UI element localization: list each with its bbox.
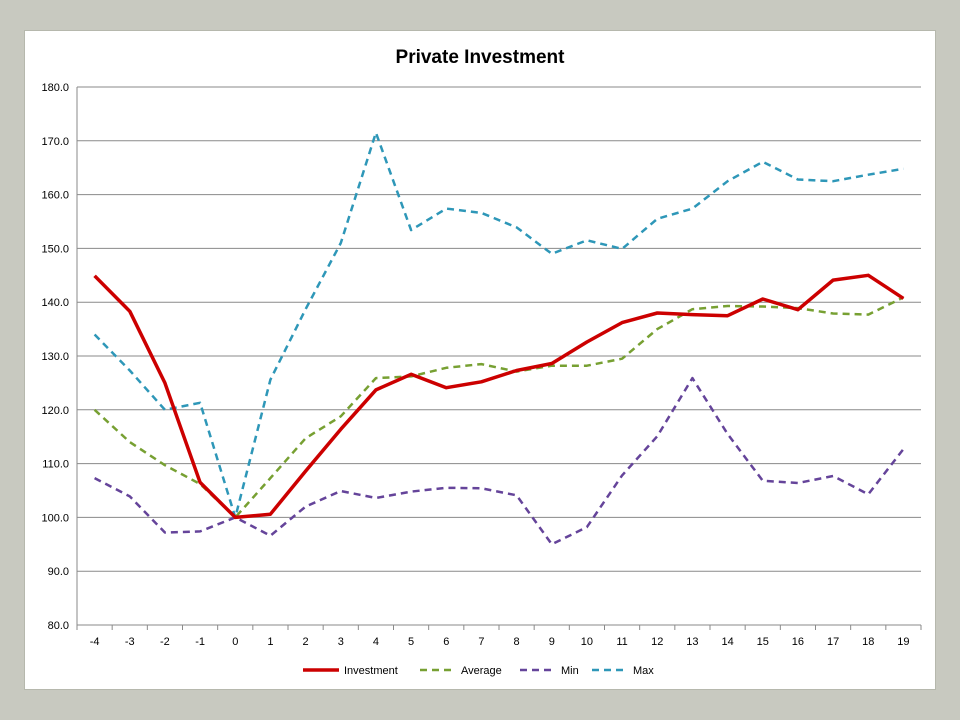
x-tick-label: 4 <box>373 636 379 648</box>
y-tick-label: 100.0 <box>41 512 69 524</box>
x-tick-label: 12 <box>651 636 663 648</box>
series-lines <box>93 131 905 546</box>
x-tick-label: 3 <box>338 636 344 648</box>
x-tick-label: 15 <box>757 636 769 648</box>
legend-label-investment: Investment <box>344 665 398 677</box>
y-tick-label: 160.0 <box>41 190 69 202</box>
y-tick-label: 140.0 <box>41 297 69 309</box>
series-line-investment <box>93 273 905 520</box>
y-tick-label: 130.0 <box>41 351 69 363</box>
y-tick-label: 80.0 <box>48 620 69 632</box>
x-tick-label: 0 <box>232 636 238 648</box>
x-tick-label: 17 <box>827 636 839 648</box>
y-tick-label: 170.0 <box>41 136 69 148</box>
y-tick-label: 120.0 <box>41 405 69 417</box>
x-tick-label: 11 <box>616 636 627 648</box>
y-tick-label: 110.0 <box>42 459 69 471</box>
legend-label-max: Max <box>633 665 654 677</box>
x-tick-label: 18 <box>862 636 874 648</box>
chart-title: Private Investment <box>396 47 566 68</box>
x-tick-label: 8 <box>514 636 520 648</box>
series-line-min <box>94 376 905 546</box>
chart-frame: Private Investment 80.0 90.0 100.0 110.0 120… <box>24 30 936 690</box>
x-tick-label: -4 <box>90 636 100 648</box>
x-tick-label: 14 <box>721 636 733 648</box>
x-tick-label: 13 <box>686 636 698 648</box>
x-tick-label: 10 <box>581 636 593 648</box>
x-tick-label: 5 <box>408 636 414 648</box>
y-tick-label: 180.0 <box>41 82 69 94</box>
series-line-average <box>93 296 904 519</box>
x-tick-label: 1 <box>267 636 273 648</box>
y-tick-label: 90.0 <box>48 566 69 578</box>
x-tick-label: 6 <box>443 636 449 648</box>
series-line-max <box>93 131 904 519</box>
axes: 80.090.0100.0110.0120.0130.0140.0150.016… <box>41 82 922 648</box>
y-tick-label: 150.0 <box>41 243 69 255</box>
x-tick-label: 2 <box>303 636 309 648</box>
x-tick-label: -3 <box>125 636 135 648</box>
x-tick-label: 7 <box>478 636 484 648</box>
legend: Investment Average Min Max <box>303 665 654 677</box>
x-tick-label: 16 <box>792 636 804 648</box>
x-tick-label: 9 <box>549 636 555 648</box>
legend-label-min: Min <box>561 665 579 677</box>
legend-label-average: Average <box>461 665 502 677</box>
gridlines <box>77 86 921 572</box>
x-tick-label: -1 <box>195 636 205 648</box>
x-tick-label: 19 <box>897 636 909 648</box>
line-chart: Private Investment 80.090.0100.0110.0120… <box>41 47 922 677</box>
x-tick-label: -2 <box>160 636 170 648</box>
